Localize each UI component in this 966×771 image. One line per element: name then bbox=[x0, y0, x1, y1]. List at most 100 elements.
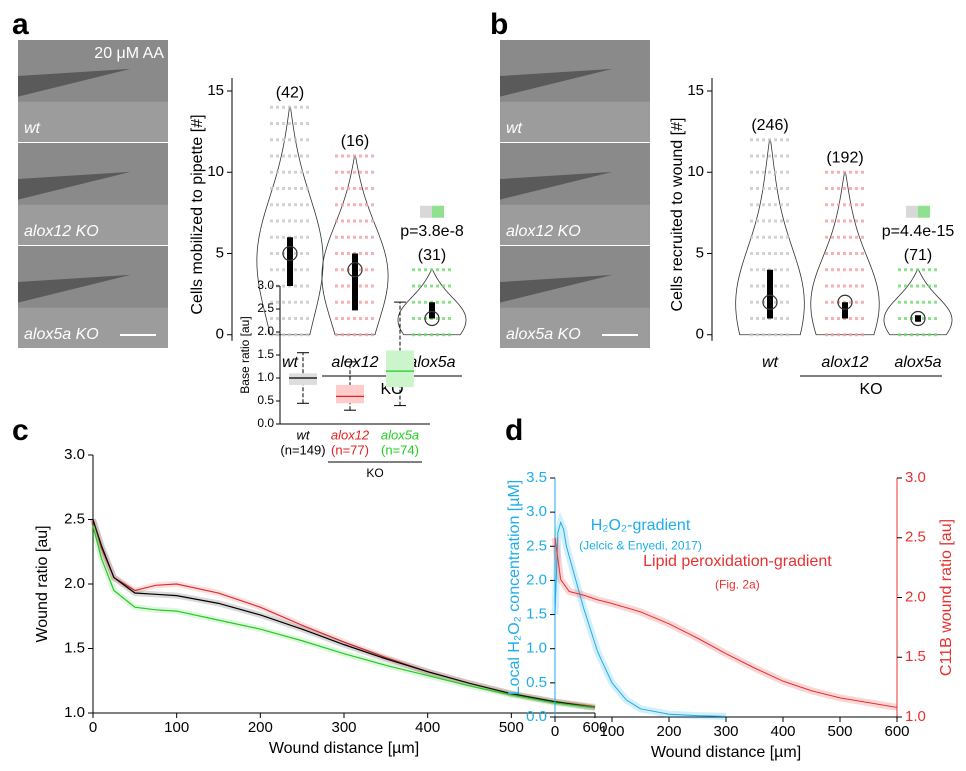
x-tick-label: 100 bbox=[599, 723, 624, 740]
x-tick-label: alox5a bbox=[894, 354, 941, 371]
y-axis-label: Wound ratio [au] bbox=[34, 525, 51, 642]
x-tick-label: wt bbox=[282, 354, 299, 371]
x-tick-label: 0 bbox=[89, 719, 97, 736]
image-label: wt bbox=[506, 120, 523, 137]
x-tick-label: 300 bbox=[331, 719, 356, 736]
panel-label: b bbox=[490, 8, 508, 41]
n-label: (n=77) bbox=[331, 442, 369, 457]
y-tick-label: 2.5 bbox=[905, 529, 926, 546]
n-label: (42) bbox=[276, 84, 304, 101]
y-tick-label: 2.0 bbox=[905, 588, 926, 605]
y-tick-label: 2.0 bbox=[257, 324, 274, 338]
panel-label: a bbox=[12, 8, 29, 41]
y-tick-label: 1.5 bbox=[64, 639, 85, 656]
iqr-bar bbox=[352, 253, 358, 311]
y-tick-label: 0.0 bbox=[526, 708, 547, 725]
annotation: H₂O₂-gradient bbox=[591, 517, 691, 534]
y-tick-label: 3.0 bbox=[64, 446, 85, 463]
micrograph-shade bbox=[500, 307, 650, 348]
x-tick-label: alox12 bbox=[821, 354, 868, 371]
y-tick-label: 10 bbox=[207, 163, 224, 180]
y-tick-label: 1.0 bbox=[257, 370, 274, 384]
swatch bbox=[432, 205, 444, 218]
swatch bbox=[906, 205, 918, 218]
y-tick-label: 2.0 bbox=[64, 575, 85, 592]
pipette bbox=[18, 68, 131, 97]
x-tick-label: alox5a bbox=[408, 354, 455, 371]
y-tick-label: 1.5 bbox=[257, 347, 274, 361]
iqr-bar bbox=[842, 302, 848, 319]
annotation: Lipid peroxidation-gradient bbox=[643, 553, 832, 570]
series-line bbox=[92, 519, 596, 709]
pipette bbox=[18, 171, 131, 200]
y-tick-label: 2.0 bbox=[526, 571, 547, 588]
median bbox=[837, 294, 853, 310]
p-value: p=3.8e-8 bbox=[400, 223, 464, 240]
x-axis-label: Wound distance [µm] bbox=[651, 744, 801, 761]
n-label: (192) bbox=[826, 149, 863, 166]
y-tick-label: 5 bbox=[696, 244, 704, 261]
pipette bbox=[500, 274, 613, 303]
median bbox=[910, 310, 926, 327]
y-tick-label: 0 bbox=[696, 326, 704, 343]
y-tick-label: 0.5 bbox=[526, 674, 547, 691]
y-tick-label: 3.0 bbox=[526, 503, 547, 520]
swatch bbox=[420, 205, 432, 218]
x-tick-label: alox12 bbox=[331, 427, 370, 442]
x-tick-label: 400 bbox=[415, 719, 440, 736]
series-line bbox=[554, 537, 898, 708]
n-label: (16) bbox=[341, 133, 369, 150]
median bbox=[424, 310, 440, 327]
y-tick-label: 3.0 bbox=[905, 469, 926, 486]
micrograph-shade bbox=[500, 204, 650, 245]
x-tick-label: alox5a bbox=[381, 427, 419, 442]
micrograph-shade bbox=[18, 204, 168, 245]
n-label: (n=74) bbox=[381, 442, 419, 457]
n-label: (246) bbox=[751, 117, 788, 134]
y-tick-label: 5 bbox=[216, 244, 224, 261]
iqr-bar bbox=[287, 237, 293, 286]
x-tick-label: 500 bbox=[827, 723, 852, 740]
y2-axis-label: C11B wound ratio [au] bbox=[938, 519, 955, 676]
image-label: alox12 KO bbox=[24, 223, 99, 240]
series-line bbox=[92, 525, 596, 709]
x-tick-label: 200 bbox=[656, 723, 681, 740]
micrograph-shade bbox=[18, 101, 168, 142]
pipette bbox=[18, 274, 131, 303]
y-tick-label: 2.5 bbox=[526, 537, 547, 554]
image-label: alox5a KO bbox=[506, 326, 581, 343]
y-tick-label: 3.0 bbox=[257, 278, 274, 292]
y-tick-label: 15 bbox=[687, 82, 704, 99]
x-tick-label: 500 bbox=[499, 719, 524, 736]
iqr-bar bbox=[767, 269, 773, 319]
swatch bbox=[918, 205, 930, 218]
median bbox=[282, 245, 298, 262]
image-note: 20 μM AA bbox=[94, 45, 164, 62]
micrograph-shade bbox=[500, 101, 650, 142]
n-label: (n=149) bbox=[280, 442, 325, 457]
iqr-bar bbox=[915, 315, 921, 322]
x-tick-label: 400 bbox=[770, 723, 795, 740]
y-tick-label: 0.0 bbox=[257, 416, 274, 430]
y-tick-label: 2.5 bbox=[64, 510, 85, 527]
box bbox=[336, 384, 364, 404]
x-tick-label: wt bbox=[297, 427, 311, 442]
p-value: p=4.4e-15 bbox=[882, 223, 955, 240]
x-axis-label: Wound distance [µm] bbox=[269, 740, 419, 757]
y-tick-label: 0 bbox=[216, 326, 224, 343]
y-tick-label: 1.0 bbox=[905, 708, 926, 725]
y-tick-label: 1.0 bbox=[64, 704, 85, 721]
iqr-bar bbox=[429, 302, 435, 319]
y-tick-label: 15 bbox=[207, 82, 224, 99]
y-axis-label: Cells recruited to wound [#] bbox=[669, 118, 686, 312]
x-tick-label: 300 bbox=[713, 723, 738, 740]
x-tick-label: alox12 bbox=[331, 354, 378, 371]
x-tick-label: 600 bbox=[582, 719, 607, 736]
y-tick-label: 1.5 bbox=[526, 606, 547, 623]
x-tick-label: 600 bbox=[884, 723, 909, 740]
median bbox=[762, 294, 778, 310]
micrograph-shade bbox=[18, 307, 168, 348]
group-label: KO bbox=[859, 381, 882, 398]
x-tick-label: 200 bbox=[248, 719, 273, 736]
